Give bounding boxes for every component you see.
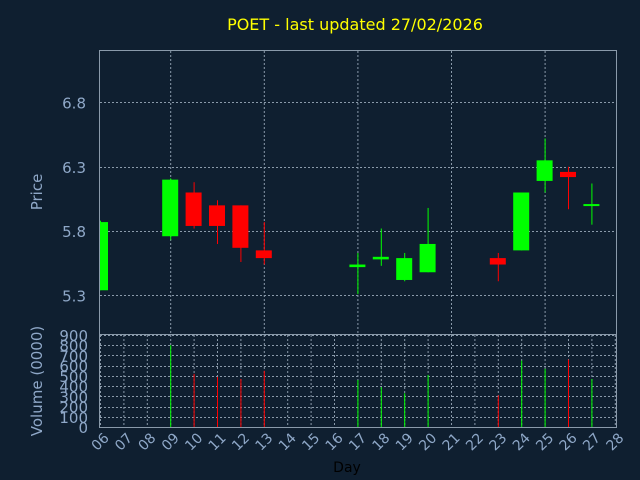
price-candles bbox=[100, 138, 600, 295]
day-tick-label: 15 bbox=[299, 430, 323, 454]
candle-body bbox=[513, 192, 530, 251]
day-tick-label: 14 bbox=[276, 430, 300, 454]
day-tick-label: 22 bbox=[463, 430, 487, 454]
price-tick-label: 6.3 bbox=[62, 159, 86, 177]
day-tick-label: 11 bbox=[206, 430, 230, 454]
grid-lines bbox=[100, 51, 616, 428]
candle-body bbox=[349, 264, 366, 268]
volume-tick-label: 700 bbox=[59, 347, 88, 365]
candle-body bbox=[419, 243, 436, 273]
day-tick-label: 07 bbox=[112, 430, 136, 454]
price-tick-label: 6.8 bbox=[62, 94, 86, 112]
volume-axis-label: Volume (0000) bbox=[28, 326, 46, 436]
candle-body bbox=[396, 258, 413, 280]
day-tick-label: 27 bbox=[580, 430, 604, 454]
day-tick-label: 19 bbox=[393, 430, 417, 454]
day-tick-label: 12 bbox=[229, 430, 253, 454]
day-tick-label: 26 bbox=[557, 430, 581, 454]
day-tick-label: 06 bbox=[89, 430, 113, 454]
candle-body bbox=[560, 171, 576, 178]
candle-body bbox=[209, 205, 225, 226]
day-tick-label: 13 bbox=[252, 430, 276, 454]
day-tick-label: 09 bbox=[159, 430, 183, 454]
x-axis-label: Day bbox=[333, 460, 361, 476]
day-tick-label: 25 bbox=[533, 430, 557, 454]
candle-body bbox=[583, 204, 600, 207]
volume-tick-label: 100 bbox=[59, 409, 88, 427]
day-tick-label: 08 bbox=[135, 430, 159, 454]
price-tick-label: 5.3 bbox=[62, 287, 86, 305]
price-tick-label: 5.8 bbox=[62, 223, 86, 241]
candle-body bbox=[255, 250, 272, 259]
candle-body bbox=[536, 160, 553, 181]
volume-tick-label: 500 bbox=[59, 368, 88, 386]
day-tick-label: 24 bbox=[510, 430, 534, 454]
day-tick-label: 28 bbox=[603, 430, 627, 454]
candle-body bbox=[185, 192, 202, 226]
volume-tick-label: 0 bbox=[78, 419, 88, 437]
volume-tick-label: 300 bbox=[59, 388, 88, 406]
volume-tick-label: 200 bbox=[59, 399, 88, 417]
day-tick-label: 18 bbox=[369, 430, 393, 454]
day-tick-label: 16 bbox=[323, 430, 347, 454]
day-tick-label: 23 bbox=[486, 430, 510, 454]
price-tick-labels: 5.3 5.8 6.3 6.8 bbox=[62, 94, 86, 305]
price-axis-label: Price bbox=[28, 174, 46, 211]
day-tick-label: 17 bbox=[346, 430, 370, 454]
volume-tick-label: 400 bbox=[59, 378, 88, 396]
candle-body bbox=[100, 222, 108, 291]
day-tick-label: 10 bbox=[182, 430, 206, 454]
chart-title: POET - last updated 27/02/2026 bbox=[227, 15, 483, 34]
day-tick-label: 21 bbox=[440, 430, 464, 454]
candle-body bbox=[372, 256, 389, 260]
volume-tick-label: 800 bbox=[59, 337, 88, 355]
candle-body bbox=[489, 258, 506, 265]
candle-body bbox=[162, 179, 179, 237]
candle-body bbox=[232, 205, 249, 248]
day-tick-labels: 06 07 08 09 10 11 12 13 14 15 16 17 18 19 20 21 22 23 24 25… bbox=[89, 430, 628, 454]
day-tick-label: 20 bbox=[416, 430, 440, 454]
volume-tick-label: 600 bbox=[59, 358, 88, 376]
volume-tick-label: 900 bbox=[59, 327, 88, 345]
volume-bars bbox=[170, 345, 593, 427]
